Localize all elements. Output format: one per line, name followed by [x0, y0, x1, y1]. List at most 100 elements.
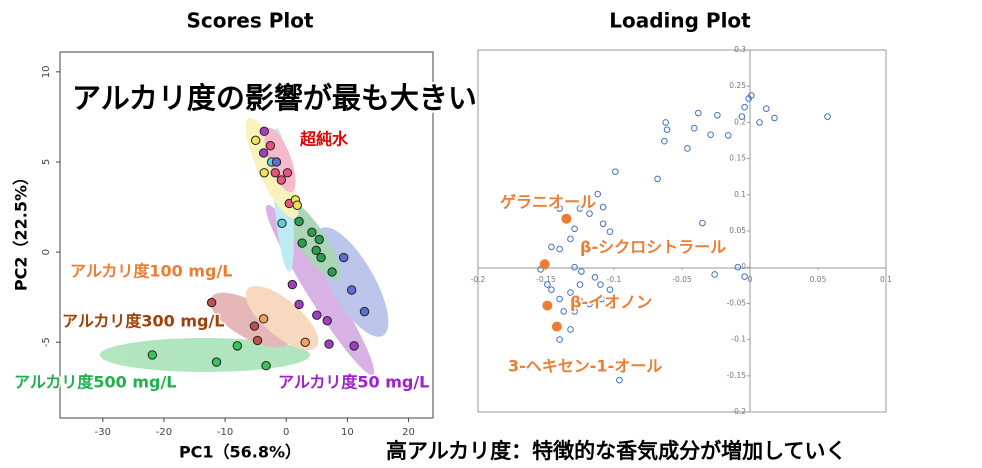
y-tick-label: 0.1 [734, 190, 746, 199]
y-tick-label: -0.15 [727, 371, 747, 380]
point [571, 225, 578, 233]
point [294, 299, 304, 310]
point [714, 111, 721, 119]
y-tick-label: 0.3 [734, 45, 746, 54]
point [307, 227, 317, 237]
x-tick-label: -0.1 [607, 275, 622, 284]
point-label: ゲラニオール [500, 193, 596, 212]
y-tick-label: -5 [41, 337, 52, 347]
y-tick-label: 0.15 [729, 154, 746, 163]
point [578, 268, 585, 275]
point [612, 168, 619, 175]
x-tick-label: -30 [95, 427, 111, 438]
point [232, 341, 243, 351]
point [591, 274, 599, 281]
highlight-point [551, 321, 562, 332]
point [271, 157, 282, 167]
y-tick-label: -0.05 [727, 298, 747, 307]
point [250, 135, 261, 146]
y-tick-label: 5 [41, 159, 52, 165]
x-tick-label: 10 [341, 427, 354, 438]
highlight-point [542, 300, 553, 311]
x-axis-label: PC1（56.8%） [179, 443, 301, 462]
ellipses [100, 117, 389, 376]
point [745, 95, 752, 102]
point [548, 243, 555, 251]
point [699, 219, 706, 227]
caption: 高アルカリ度：特徴的な香気成分が増加していく [386, 439, 847, 463]
point [599, 203, 607, 211]
point [206, 297, 217, 308]
point [259, 126, 269, 137]
point [616, 376, 623, 384]
point [556, 245, 563, 253]
highlight-point [561, 213, 572, 224]
point [548, 286, 555, 293]
point-label: β-イオノン [570, 293, 652, 312]
point [599, 220, 607, 228]
plot-frame [59, 51, 434, 419]
point [582, 195, 589, 203]
point [312, 310, 322, 320]
point [571, 308, 578, 315]
group-label: アルカリ度50 mg/L [278, 373, 429, 392]
point [249, 321, 260, 331]
point [594, 190, 601, 198]
point [556, 336, 563, 343]
point [314, 234, 324, 245]
point [282, 168, 293, 178]
point [724, 132, 732, 139]
point [567, 326, 574, 333]
point [661, 137, 668, 145]
chart-title: Scores Plot [186, 9, 314, 33]
point [258, 148, 269, 158]
point [324, 339, 334, 349]
point [606, 228, 614, 236]
point [327, 267, 337, 277]
point [586, 300, 593, 308]
point [598, 295, 606, 303]
point [695, 109, 702, 117]
point [261, 361, 271, 371]
annotation: アルカリ度の影響が最も大きい [72, 81, 477, 115]
point [824, 113, 831, 120]
point [576, 281, 584, 288]
point [287, 279, 298, 290]
point [763, 105, 770, 112]
plot-frame [477, 49, 887, 413]
point [586, 210, 593, 217]
group-label: アルカリ度300 mg/L [62, 312, 225, 331]
point [576, 297, 584, 305]
point [544, 281, 551, 288]
ellipse [245, 285, 319, 351]
point [339, 252, 349, 263]
point [741, 273, 748, 280]
point [567, 235, 574, 243]
point [311, 245, 321, 256]
point [771, 114, 778, 122]
point [346, 285, 357, 295]
y-axis-label: PC2（22.5%） [12, 169, 31, 291]
x-tick-label: 0.1 [880, 275, 892, 284]
point [259, 168, 269, 178]
x-tick-label: -0.15 [536, 275, 556, 284]
x-tick-label: -0.05 [672, 275, 692, 284]
point [147, 350, 158, 360]
point [277, 218, 287, 228]
point [252, 335, 263, 346]
point [738, 113, 746, 120]
x-tick-label: 20 [402, 427, 415, 438]
y-tick-label: 0.25 [729, 81, 746, 90]
point [597, 281, 604, 288]
point [741, 103, 748, 111]
point [663, 126, 671, 133]
point [662, 119, 669, 126]
y-tick-label: -0.2 [731, 407, 746, 416]
point [297, 238, 307, 248]
point-label: β-シクロシトラール [580, 238, 726, 257]
point [684, 145, 691, 152]
point [556, 295, 563, 303]
point [359, 306, 370, 317]
points [147, 92, 831, 384]
x-tick-label: 0 [283, 427, 289, 438]
